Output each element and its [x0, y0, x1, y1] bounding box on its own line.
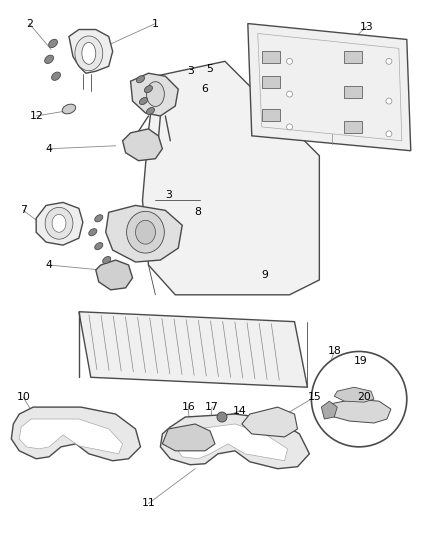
Text: 13: 13 [360, 21, 374, 31]
Ellipse shape [95, 243, 103, 249]
Text: 20: 20 [357, 392, 371, 402]
Text: 2: 2 [26, 19, 33, 29]
Circle shape [286, 58, 293, 64]
Text: 3: 3 [187, 66, 194, 76]
Text: 10: 10 [16, 392, 30, 402]
Polygon shape [106, 205, 182, 262]
Polygon shape [262, 51, 279, 63]
Text: 5: 5 [207, 64, 213, 74]
Circle shape [286, 91, 293, 97]
Ellipse shape [52, 72, 60, 80]
Text: 1: 1 [152, 19, 159, 29]
Polygon shape [69, 29, 113, 73]
Circle shape [386, 58, 392, 64]
Polygon shape [344, 51, 362, 63]
Ellipse shape [62, 104, 76, 114]
Ellipse shape [89, 229, 97, 236]
Text: 12: 12 [29, 111, 43, 121]
Polygon shape [131, 73, 178, 116]
Polygon shape [162, 424, 215, 451]
Text: 15: 15 [307, 392, 321, 402]
Polygon shape [344, 121, 362, 133]
Ellipse shape [135, 220, 155, 244]
Polygon shape [36, 203, 83, 245]
Ellipse shape [146, 108, 155, 115]
Ellipse shape [127, 212, 164, 253]
Ellipse shape [52, 214, 66, 232]
Polygon shape [96, 260, 133, 290]
Polygon shape [248, 23, 411, 151]
Text: 7: 7 [20, 205, 27, 215]
Polygon shape [160, 414, 309, 469]
Circle shape [311, 351, 407, 447]
Polygon shape [11, 407, 141, 461]
Circle shape [286, 124, 293, 130]
Polygon shape [262, 76, 279, 88]
Ellipse shape [146, 82, 164, 107]
Ellipse shape [82, 43, 96, 64]
Text: 3: 3 [165, 190, 172, 200]
Ellipse shape [45, 55, 53, 63]
Circle shape [386, 131, 392, 137]
Polygon shape [321, 401, 337, 419]
Polygon shape [175, 424, 288, 461]
Text: 9: 9 [261, 270, 268, 280]
Polygon shape [242, 407, 297, 437]
Text: 17: 17 [205, 402, 219, 412]
Ellipse shape [137, 76, 145, 83]
Text: 11: 11 [141, 498, 155, 508]
Polygon shape [258, 34, 402, 141]
Polygon shape [344, 86, 362, 98]
Text: 4: 4 [46, 144, 53, 154]
Text: 8: 8 [195, 207, 201, 217]
Ellipse shape [145, 86, 152, 93]
Ellipse shape [45, 207, 73, 239]
Text: 14: 14 [233, 406, 247, 416]
Circle shape [386, 98, 392, 104]
Ellipse shape [75, 36, 103, 71]
Circle shape [217, 412, 227, 422]
Text: 6: 6 [201, 84, 208, 94]
Polygon shape [123, 129, 162, 160]
Ellipse shape [102, 256, 111, 264]
Text: 4: 4 [46, 260, 53, 270]
Polygon shape [327, 399, 391, 423]
Polygon shape [79, 312, 307, 387]
Text: 16: 16 [181, 402, 195, 412]
Ellipse shape [139, 98, 148, 104]
Polygon shape [19, 419, 123, 454]
Polygon shape [142, 61, 319, 295]
Polygon shape [334, 387, 374, 402]
Ellipse shape [95, 215, 103, 222]
Text: 18: 18 [327, 346, 341, 357]
Polygon shape [262, 109, 279, 121]
Ellipse shape [49, 39, 57, 47]
Text: 19: 19 [354, 357, 368, 366]
